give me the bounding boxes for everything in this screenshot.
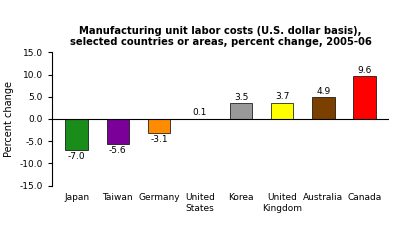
Bar bbox=[271, 103, 294, 119]
Text: 9.6: 9.6 bbox=[357, 66, 371, 75]
Text: -3.1: -3.1 bbox=[150, 134, 168, 144]
Text: -5.6: -5.6 bbox=[109, 146, 127, 155]
Bar bbox=[107, 119, 129, 144]
Bar bbox=[148, 119, 170, 133]
Text: 3.7: 3.7 bbox=[275, 92, 290, 101]
Title: Manufacturing unit labor costs (U.S. dollar basis),
selected countries or areas,: Manufacturing unit labor costs (U.S. dol… bbox=[70, 26, 371, 47]
Bar bbox=[230, 104, 252, 119]
Bar bbox=[312, 97, 334, 119]
Text: 3.5: 3.5 bbox=[234, 93, 248, 102]
Y-axis label: Percent change: Percent change bbox=[4, 81, 14, 157]
Bar bbox=[353, 76, 376, 119]
Text: 0.1: 0.1 bbox=[193, 108, 207, 117]
Bar bbox=[65, 119, 88, 150]
Text: 4.9: 4.9 bbox=[316, 87, 330, 96]
Text: -7.0: -7.0 bbox=[68, 152, 85, 161]
